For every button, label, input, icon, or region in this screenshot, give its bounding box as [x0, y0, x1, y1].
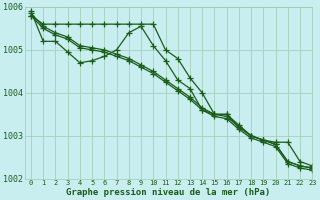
- X-axis label: Graphe pression niveau de la mer (hPa): Graphe pression niveau de la mer (hPa): [67, 188, 271, 197]
